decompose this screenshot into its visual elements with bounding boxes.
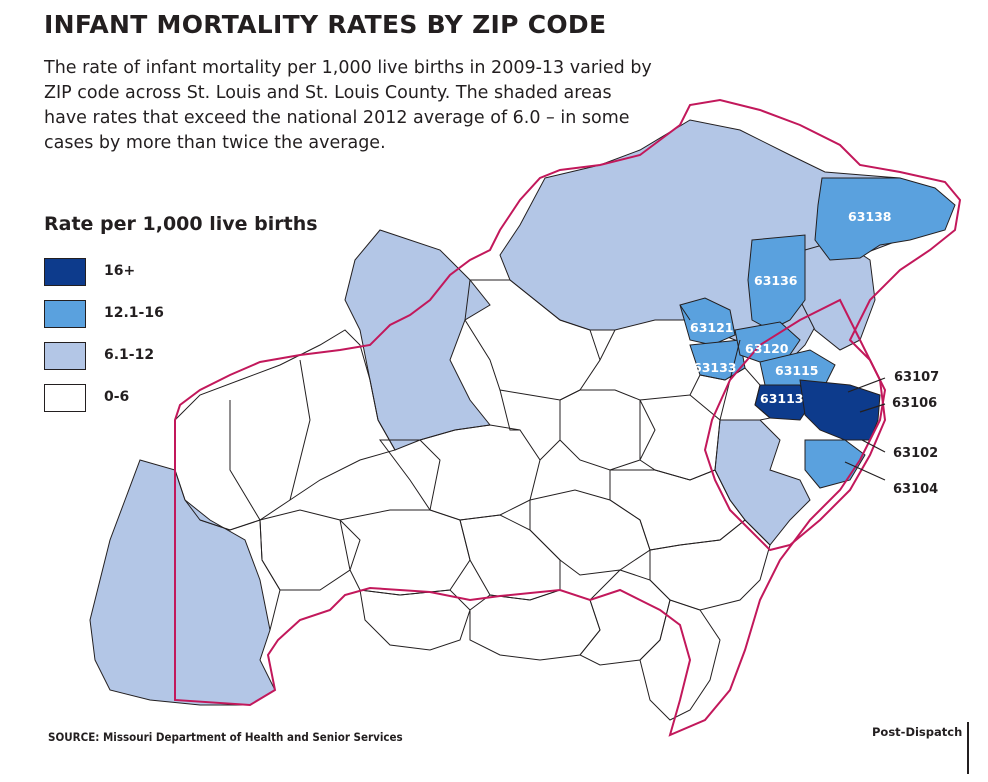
zip-region-63121 <box>679 297 736 346</box>
legend-label-0-6: 0-6 <box>104 389 130 405</box>
map-title: INFANT MORTALITY RATES BY ZIP CODE <box>44 10 607 39</box>
zip-label-63133: 63133 <box>693 360 737 375</box>
zip-label-63121: 63121 <box>690 320 734 335</box>
zip-label-63102: 63102 <box>893 446 938 461</box>
zip-region-southwest <box>89 459 276 706</box>
zip-label-63138: 63138 <box>848 209 892 224</box>
legend-label-6-12: 6.1-12 <box>104 347 155 363</box>
rate-0-6-zip-outlines <box>174 279 772 721</box>
zip-label-63113: 63113 <box>760 391 804 406</box>
zip-region-south-city <box>714 419 811 546</box>
source-note: SOURCE: Missouri Department of Health an… <box>48 730 403 744</box>
zip-region-west <box>344 229 491 451</box>
st-louis-city-boundary <box>703 298 887 552</box>
divider <box>967 722 969 774</box>
legend-item-16-plus: 16+ <box>44 258 244 288</box>
zip-label-63120: 63120 <box>745 341 789 356</box>
zip-label-63107: 63107 <box>894 370 939 385</box>
zip-region-63138 <box>814 177 956 261</box>
legend-item-6-12: 6.1-12 <box>44 342 244 372</box>
callout-lines <box>844 377 886 481</box>
zip-label-63115: 63115 <box>775 363 819 378</box>
legend-swatch-6-12 <box>44 342 86 370</box>
zip-label-63104: 63104 <box>893 482 938 497</box>
legend-swatch-16-plus <box>44 258 86 286</box>
legend-item-12-16: 12.1-16 <box>44 300 244 330</box>
st-louis-county-boundary <box>174 98 962 737</box>
legend-label-12-16: 12.1-16 <box>104 305 164 321</box>
rate-12-16-regions <box>679 177 956 489</box>
map-description: The rate of infant mortality per 1,000 l… <box>44 58 652 153</box>
credit: Post-Dispatch <box>872 725 963 739</box>
zip-label-63106: 63106 <box>892 396 937 411</box>
rate-16-plus-regions <box>754 379 881 441</box>
legend-item-0-6: 0-6 <box>44 384 244 414</box>
rate-6-12-regions <box>89 119 921 706</box>
zip-label-63136: 63136 <box>754 273 798 288</box>
legend-label-16-plus: 16+ <box>104 263 136 279</box>
legend-title: Rate per 1,000 live births <box>44 213 318 235</box>
legend-swatch-0-6 <box>44 384 86 412</box>
legend-swatch-12-16 <box>44 300 86 328</box>
